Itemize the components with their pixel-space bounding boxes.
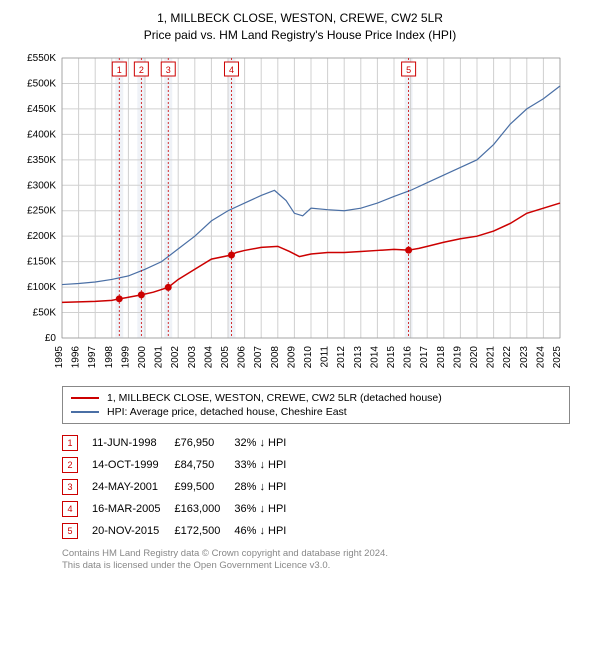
sale-marker-box: 4 [62,501,78,517]
svg-text:2013: 2013 [353,345,364,368]
sale-date: 14-OCT-1999 [92,454,174,476]
sale-price: £172,500 [174,520,234,542]
svg-text:2019: 2019 [452,345,463,368]
sale-marker-box: 1 [62,435,78,451]
svg-text:£350K: £350K [27,154,56,165]
sale-date: 16-MAR-2005 [92,498,174,520]
svg-text:2009: 2009 [286,345,297,368]
svg-text:2005: 2005 [220,345,231,368]
title-block: 1, MILLBECK CLOSE, WESTON, CREWE, CW2 5L… [10,10,590,44]
svg-text:2021: 2021 [486,345,497,368]
table-row: 5 20-NOV-2015£172,50046% ↓ HPI [62,520,300,542]
table-row: 4 16-MAR-2005£163,00036% ↓ HPI [62,498,300,520]
svg-text:2024: 2024 [535,345,546,368]
svg-text:1995: 1995 [54,345,65,368]
svg-text:£250K: £250K [27,205,56,216]
svg-text:2: 2 [139,65,144,75]
svg-text:3: 3 [166,65,171,75]
legend-row: HPI: Average price, detached house, Ches… [71,405,561,419]
chart: £0 £50K £100K £150K £200K £250K £300K £350K £400… [10,48,590,378]
svg-text:£450K: £450K [27,104,56,115]
footer-line-2: This data is licensed under the Open Gov… [62,560,570,572]
chart-svg: £0 £50K £100K £150K £200K £250K £300K £350K £400… [10,48,570,378]
sale-marker-box: 2 [62,457,78,473]
svg-text:2020: 2020 [469,345,480,368]
svg-text:2001: 2001 [154,345,165,368]
footer-line-1: Contains HM Land Registry data © Crown c… [62,548,570,560]
table-row: 2 14-OCT-1999£84,75033% ↓ HPI [62,454,300,476]
svg-text:2016: 2016 [403,345,414,368]
footer: Contains HM Land Registry data © Crown c… [62,548,570,573]
svg-text:£50K: £50K [33,307,57,318]
svg-text:4: 4 [229,65,234,75]
sale-price: £99,500 [174,476,234,498]
sale-pct: 32% ↓ HPI [234,432,300,454]
svg-text:2012: 2012 [336,345,347,368]
legend: 1, MILLBECK CLOSE, WESTON, CREWE, CW2 5L… [62,386,570,424]
svg-text:2015: 2015 [386,345,397,368]
svg-text:2003: 2003 [187,345,198,368]
sale-date: 20-NOV-2015 [92,520,174,542]
sale-pct: 46% ↓ HPI [234,520,300,542]
sale-date: 24-MAY-2001 [92,476,174,498]
svg-text:2008: 2008 [270,345,281,368]
svg-text:£400K: £400K [27,129,56,140]
sale-date: 11-JUN-1998 [92,432,174,454]
sale-marker-box: 3 [62,479,78,495]
svg-text:2025: 2025 [552,345,563,368]
sale-price: £163,000 [174,498,234,520]
svg-text:£100K: £100K [27,282,56,293]
title-line-1: 1, MILLBECK CLOSE, WESTON, CREWE, CW2 5L… [10,10,590,27]
svg-text:2010: 2010 [303,345,314,368]
svg-text:2022: 2022 [502,345,513,368]
svg-text:1997: 1997 [87,345,98,368]
svg-text:2002: 2002 [170,345,181,368]
svg-text:5: 5 [406,65,411,75]
svg-text:£300K: £300K [27,180,56,191]
svg-text:£550K: £550K [27,53,56,64]
svg-text:£500K: £500K [27,78,56,89]
table-row: 1 11-JUN-1998£76,95032% ↓ HPI [62,432,300,454]
sale-pct: 33% ↓ HPI [234,454,300,476]
svg-text:1998: 1998 [104,345,115,368]
svg-text:£0: £0 [45,333,57,344]
legend-row: 1, MILLBECK CLOSE, WESTON, CREWE, CW2 5L… [71,391,561,405]
svg-text:2006: 2006 [237,345,248,368]
legend-swatch-1 [71,397,99,399]
legend-swatch-2 [71,411,99,413]
svg-text:1996: 1996 [71,345,82,368]
legend-label-1: 1, MILLBECK CLOSE, WESTON, CREWE, CW2 5L… [107,392,442,404]
svg-text:1: 1 [117,65,122,75]
svg-text:2018: 2018 [436,345,447,368]
svg-text:2014: 2014 [369,345,380,368]
sale-marker-box: 5 [62,523,78,539]
sale-pct: 36% ↓ HPI [234,498,300,520]
svg-text:2000: 2000 [137,345,148,368]
svg-text:2017: 2017 [419,345,430,368]
svg-text:2011: 2011 [320,345,331,367]
svg-text:£200K: £200K [27,231,56,242]
svg-text:1999: 1999 [120,345,131,368]
legend-label-2: HPI: Average price, detached house, Ches… [107,406,347,418]
sale-price: £84,750 [174,454,234,476]
sale-pct: 28% ↓ HPI [234,476,300,498]
svg-text:2023: 2023 [519,345,530,368]
svg-text:2004: 2004 [203,345,214,368]
sale-price: £76,950 [174,432,234,454]
title-line-2: Price paid vs. HM Land Registry's House … [10,27,590,44]
svg-text:£150K: £150K [27,256,56,267]
sales-table: 1 11-JUN-1998£76,95032% ↓ HPI 2 14-OCT-1999… [62,432,300,542]
svg-text:2007: 2007 [253,345,264,368]
table-row: 3 24-MAY-2001£99,50028% ↓ HPI [62,476,300,498]
